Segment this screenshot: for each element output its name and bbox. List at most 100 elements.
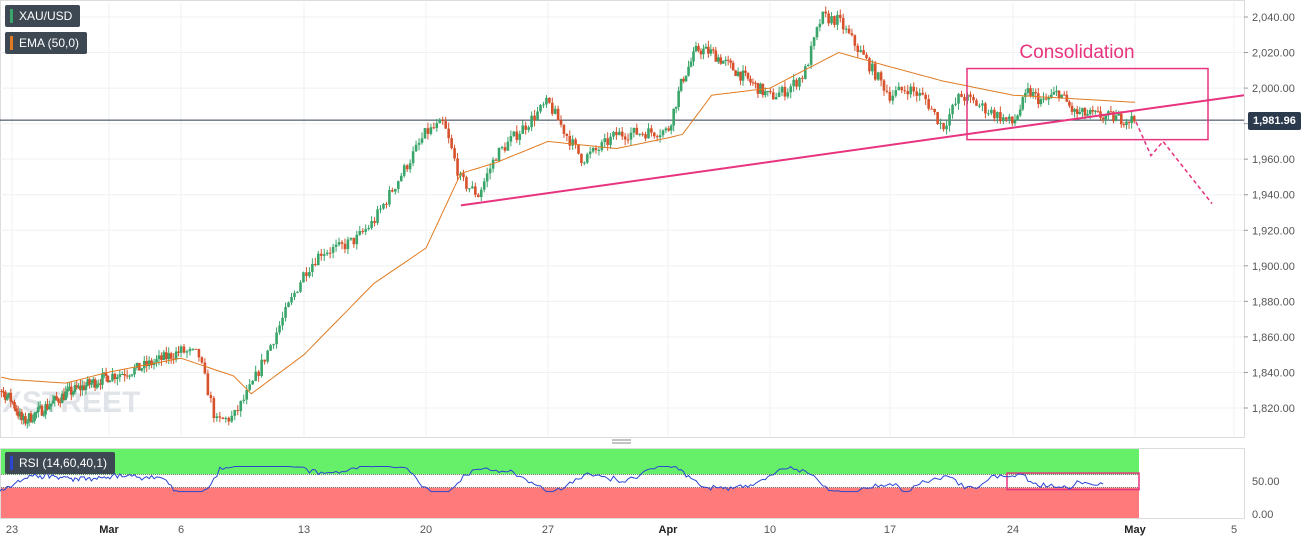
candle-body	[612, 131, 615, 137]
candle-body	[278, 325, 281, 333]
candle-body	[993, 109, 996, 119]
x-tick-label: 17	[884, 524, 896, 536]
candle-body	[524, 125, 527, 130]
candle-body	[69, 386, 73, 395]
candle-body	[42, 414, 46, 416]
candle-body	[227, 417, 231, 422]
candle-body	[756, 83, 760, 94]
symbol-legend[interactable]: XAU/USD	[5, 5, 81, 27]
candle-body	[1088, 110, 1092, 115]
candle-body	[1047, 97, 1050, 100]
candle-body	[936, 112, 939, 124]
candle-body	[16, 411, 20, 417]
candle-body	[533, 115, 536, 121]
candle-body	[82, 385, 86, 391]
candle-body	[744, 70, 747, 73]
rsi-overbought-zone	[1, 449, 1139, 475]
candle-body	[147, 360, 151, 367]
candle-body	[86, 379, 90, 386]
symbol-swatch	[10, 9, 13, 23]
x-tick-label: 27	[542, 524, 554, 536]
candle-body	[453, 148, 456, 159]
candle-body	[506, 141, 510, 151]
candle-body	[512, 131, 516, 137]
candle-body	[694, 45, 698, 52]
candle-body	[692, 51, 695, 62]
candle-body	[704, 46, 708, 49]
candle-body	[565, 133, 569, 136]
candle-body	[818, 23, 822, 28]
candle-body	[138, 362, 141, 371]
candle-body	[337, 242, 341, 245]
candle-body	[1024, 92, 1027, 98]
candle-body	[206, 373, 210, 396]
candle-body	[9, 392, 13, 402]
candle-body	[179, 346, 183, 353]
candle-body	[853, 35, 857, 46]
candle-body	[388, 190, 391, 205]
candle-body	[626, 139, 630, 141]
candle-body	[632, 127, 636, 133]
candle-body	[13, 401, 16, 409]
candle-body	[591, 147, 595, 152]
candle-body	[1096, 110, 1100, 112]
candle-body	[620, 131, 624, 137]
candle-body	[482, 181, 486, 190]
candle-body	[957, 93, 960, 104]
candle-body	[674, 107, 678, 109]
candle-body	[801, 77, 804, 79]
candle-body	[0, 390, 3, 392]
grid-lines	[0, 2, 1244, 436]
candle-body	[188, 348, 192, 352]
pane-resize-handle[interactable]	[612, 439, 631, 444]
candle-body	[1073, 109, 1076, 112]
candle-body	[562, 124, 566, 134]
candle-body	[746, 72, 750, 79]
y-tick-label: 2,040.00	[1252, 12, 1295, 24]
candle-body	[73, 385, 77, 393]
candle-body	[491, 159, 495, 169]
candle-body	[1042, 98, 1045, 100]
candle-body	[11, 401, 14, 403]
candle-body	[245, 389, 249, 400]
x-tick-label: 6	[178, 524, 184, 536]
rsi-legend[interactable]: RSI (14,60,40,1)	[5, 452, 116, 474]
candle-body	[500, 147, 504, 149]
candle-body	[194, 348, 198, 350]
candle-body	[4, 391, 7, 400]
ema-legend[interactable]: EMA (50,0)	[5, 32, 88, 54]
candle-body	[594, 147, 598, 151]
candle-body	[272, 344, 275, 346]
candle-body	[118, 374, 122, 378]
candle-body	[79, 385, 82, 391]
main-plot-area[interactable]	[0, 0, 1245, 438]
x-tick-label: Mar	[99, 524, 119, 536]
candle-body	[130, 374, 134, 376]
candle-body	[230, 415, 234, 422]
candle-body	[915, 91, 919, 96]
candle-body	[167, 353, 171, 360]
y-tick-label: 2,000.00	[1252, 83, 1295, 95]
candle-body	[804, 66, 807, 79]
candle-body	[40, 405, 44, 416]
candle-body	[242, 399, 246, 402]
candle-body	[53, 396, 57, 401]
candle-body	[933, 108, 936, 113]
candle-body	[766, 90, 770, 92]
symbol-label: XAU/USD	[19, 9, 73, 23]
candle-body	[844, 28, 848, 30]
candle-body	[128, 375, 131, 377]
candle-body	[629, 132, 633, 140]
candle-body	[894, 90, 898, 96]
candle-body	[641, 133, 644, 135]
rsi-swatch	[10, 456, 13, 470]
y-tick-label: 1,900.00	[1252, 261, 1295, 273]
candle-body	[290, 297, 293, 303]
candle-body	[1081, 108, 1084, 112]
candle-body	[553, 108, 557, 114]
candle-body	[346, 239, 350, 250]
candle-body	[597, 149, 601, 151]
candle-body	[1075, 109, 1079, 114]
candle-body	[939, 122, 942, 124]
